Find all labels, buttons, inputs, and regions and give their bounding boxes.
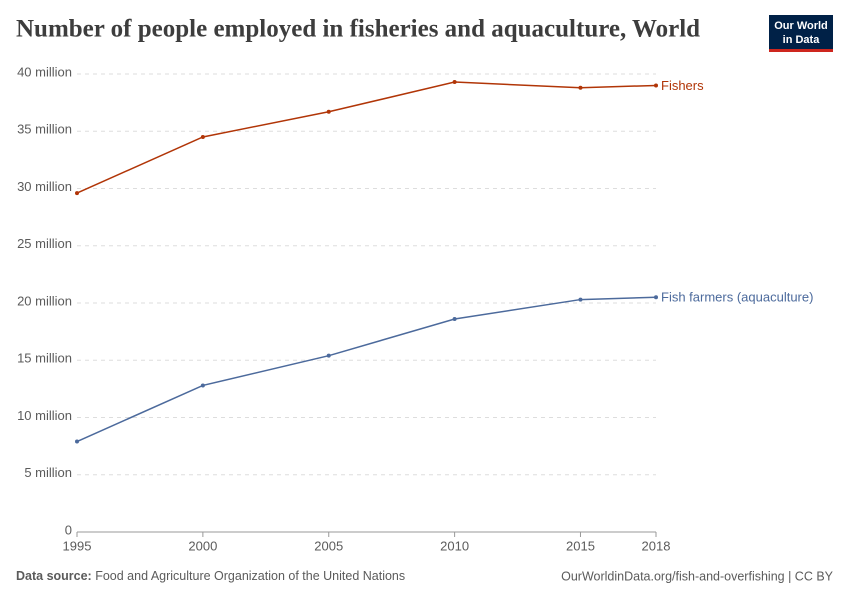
series-line — [76, 296, 657, 443]
logo-text: Our World — [774, 20, 828, 32]
y-tick-label: 5 million — [24, 465, 72, 480]
chart-title: Number of people employed in fisheries a… — [16, 16, 700, 43]
y-tick-label: 40 million — [17, 64, 72, 79]
y-tick-label: 10 million — [17, 408, 72, 423]
point — [452, 317, 457, 322]
source-label: Data source: — [16, 569, 92, 583]
x-tick-label: 2000 — [188, 538, 217, 553]
x-tick-label: 1995 — [63, 538, 92, 553]
point — [578, 85, 583, 90]
logo-bar — [769, 49, 833, 52]
point — [654, 83, 658, 88]
point — [654, 295, 658, 300]
point — [200, 134, 205, 139]
y-tick-label: 25 million — [17, 236, 72, 251]
y-tick-label: 20 million — [17, 293, 72, 308]
series-label: Fish farmers (aquaculture) — [661, 290, 813, 305]
y-tick-label: 30 million — [17, 179, 72, 194]
point — [75, 191, 79, 196]
x-tick-label: 2018 — [642, 538, 671, 553]
y-tick-label: 15 million — [17, 351, 72, 366]
source: Data source: Food and Agriculture Organi… — [16, 569, 405, 583]
point — [452, 80, 457, 85]
logo: Our World in Data — [769, 15, 833, 52]
x-tick-label: 2015 — [566, 538, 595, 553]
y-tick-label: 0 — [65, 522, 72, 537]
series-label: Fishers — [661, 78, 704, 93]
point — [578, 297, 583, 302]
series-line — [76, 81, 657, 194]
x-tick-label: 2005 — [314, 538, 343, 553]
source-url: OurWorldinData.org/fish-and-overfishing … — [561, 569, 834, 583]
logo-text: in Data — [783, 34, 821, 46]
point — [326, 109, 331, 114]
point — [200, 383, 205, 388]
logo-box — [769, 15, 833, 52]
source-text: Food and Agriculture Organization of the… — [95, 569, 405, 583]
x-tick-label: 2010 — [440, 538, 469, 553]
point — [326, 353, 331, 358]
point — [75, 439, 79, 444]
y-tick-label: 35 million — [17, 122, 72, 137]
